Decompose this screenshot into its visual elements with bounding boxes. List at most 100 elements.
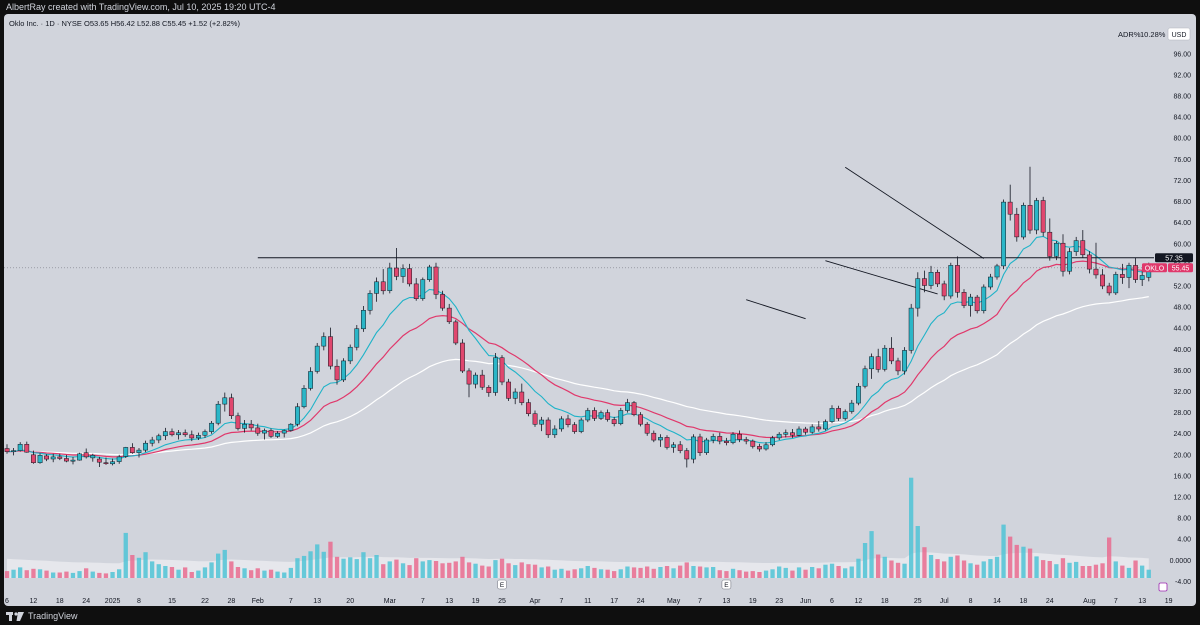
candle [17,442,23,452]
time-tick-label: 28 [228,598,236,605]
volume-bar [282,572,287,578]
volume-bar [1107,537,1112,578]
volume-bar [4,571,10,578]
candle [341,358,346,383]
volume-bar [889,560,894,578]
volume-bar [150,561,155,578]
candle [717,432,723,445]
candle-body [757,446,762,450]
volume-bar [856,558,861,578]
candle-body [928,272,934,286]
volume-bar [955,555,960,578]
candle [790,428,795,438]
price-tick-label: 36.00 [1173,368,1191,375]
attribution-bar: AlbertRay created with TradingView.com, … [0,0,1200,14]
volume-bar [1001,524,1006,578]
time-tick-label: Mar [384,598,397,605]
volume-bar [948,556,953,578]
volume-bar [242,568,247,578]
candle-body [809,426,815,433]
volume-bar [262,570,267,578]
candle [651,430,657,443]
volume-bar [1054,564,1059,578]
candle-body [347,346,353,362]
candle [539,416,545,432]
candle [565,414,571,428]
candle-body [539,419,545,425]
price-tick-label: 72.00 [1173,178,1191,185]
candle-body [149,439,155,444]
price-tick-label: 40.00 [1173,347,1191,354]
candle [710,433,716,444]
volume-bar [249,570,254,578]
adr-label: ADR% [1118,30,1141,39]
candle-body [763,444,769,450]
time-tick-label: 8 [969,598,973,605]
candle [961,289,967,309]
volume-bar [321,551,326,578]
candle [988,273,993,290]
candle [228,393,234,419]
candle [955,256,960,298]
candle [182,429,188,437]
volume-bar [275,571,280,578]
candle [24,441,30,453]
time-scale[interactable]: 6 12 18 24 2025 8 15 22 28 Feb 7 13 20 Mar 7 13 19 25 Apr 7… [5,598,1173,605]
candle-body [717,436,723,442]
candle [625,398,630,413]
candle [380,269,386,295]
price-tick-label: 16.00 [1173,473,1191,480]
candle-body [644,423,650,434]
candle-body [1080,240,1086,256]
price-tick-label: 52.00 [1173,284,1191,291]
volume-bar [1133,560,1138,578]
candle [658,434,663,447]
candle-body [915,278,921,309]
candle-body [750,440,756,447]
candle-body [427,266,432,280]
time-tick-label: 12 [30,598,38,605]
symbol-legend[interactable]: Oklo Inc. · 1D · NYSE O53.65 H56.42 L52.… [9,19,240,28]
candle [1086,251,1092,274]
candle-body [499,357,505,383]
candle-body [1034,200,1039,231]
candle-body [103,462,109,464]
candle-body [776,433,782,439]
candle [202,429,208,438]
volume-bar [928,555,934,578]
candle-body [902,350,907,372]
candle [499,355,505,386]
candle-body [143,442,148,451]
earnings-marker: E [721,579,732,590]
price-tick-label: 64.00 [1173,220,1191,227]
price-tick-label: 76.00 [1173,157,1191,164]
earnings-marker: E [497,579,507,590]
price-scale[interactable]: 96.00 92.00 88.00 84.00 80.00 76.00 72.00 68.00… [1154,44,1194,604]
candle [162,427,168,441]
candle [189,430,195,442]
volume-bar [849,566,854,578]
volume-bar [420,561,425,578]
candle [248,419,254,431]
volume-bar [334,556,340,578]
candle-body [658,437,663,441]
candle [704,437,709,455]
price-tick-label: 44.00 [1173,326,1191,333]
candle-body [823,421,828,430]
candle-body [856,385,861,404]
candle-body [545,419,551,436]
time-tick-label: 13 [313,598,321,605]
candle [268,428,274,438]
candle-body [994,265,1000,278]
candle [209,421,214,434]
volume-bar [697,566,703,578]
candle [532,410,538,427]
candle [427,264,432,282]
volume-bar [829,563,835,578]
earnings-marker-box [497,579,507,590]
price-chart[interactable]: 96.0092.0088.0084.0080.0076.0072.0068.00… [4,14,1196,606]
candle [724,437,729,446]
candle-body [334,365,340,381]
currency-box[interactable] [1167,27,1191,41]
volume-bar [1140,565,1145,578]
